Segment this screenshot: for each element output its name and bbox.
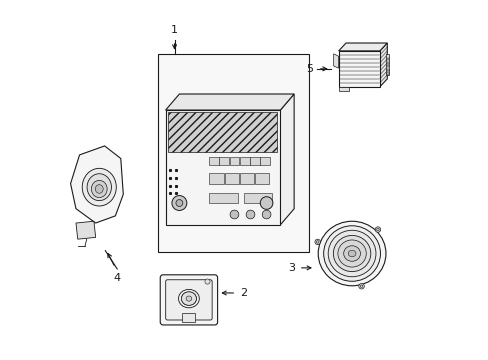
Bar [229, 157, 239, 165]
Circle shape [374, 227, 380, 232]
Ellipse shape [87, 174, 111, 201]
Circle shape [316, 240, 318, 243]
Circle shape [360, 285, 362, 288]
Polygon shape [338, 43, 386, 51]
Ellipse shape [333, 235, 370, 271]
Bar [260, 157, 269, 165]
Bar [250, 157, 260, 165]
Bar [386, 58, 388, 60]
Circle shape [245, 210, 254, 219]
Polygon shape [165, 94, 293, 110]
Ellipse shape [347, 250, 355, 257]
Bar [165, 110, 280, 225]
Bar [386, 72, 388, 75]
Circle shape [314, 239, 320, 245]
Bar [240, 157, 249, 165]
Text: 2: 2 [240, 288, 247, 298]
Bar [386, 65, 388, 67]
Ellipse shape [186, 296, 191, 301]
Bar [385, 54, 388, 75]
Bar [239, 173, 254, 184]
Ellipse shape [337, 240, 366, 267]
Bar [386, 69, 388, 71]
Bar [209, 193, 238, 203]
Text: 4: 4 [113, 273, 121, 283]
Circle shape [358, 284, 364, 289]
Polygon shape [379, 43, 386, 87]
Circle shape [204, 279, 210, 284]
Circle shape [262, 210, 270, 219]
Bar [168, 112, 277, 152]
Bar [338, 51, 379, 87]
Bar [255, 173, 269, 184]
Polygon shape [333, 54, 338, 68]
FancyBboxPatch shape [160, 275, 217, 325]
Bar [209, 173, 223, 184]
Bar [243, 193, 272, 203]
Text: 1: 1 [171, 25, 178, 35]
Polygon shape [76, 221, 96, 239]
Circle shape [230, 210, 238, 219]
Ellipse shape [327, 230, 375, 277]
Polygon shape [70, 146, 123, 223]
Bar [209, 157, 219, 165]
Ellipse shape [95, 185, 103, 193]
Ellipse shape [343, 246, 360, 261]
Ellipse shape [318, 221, 385, 286]
Circle shape [172, 195, 186, 211]
Ellipse shape [181, 292, 196, 305]
Polygon shape [338, 87, 348, 91]
FancyBboxPatch shape [165, 280, 212, 320]
Text: 3: 3 [287, 263, 295, 273]
Circle shape [176, 199, 183, 207]
Polygon shape [280, 94, 293, 225]
Ellipse shape [91, 180, 107, 198]
Bar [158, 54, 308, 252]
Bar [182, 313, 195, 322]
Ellipse shape [82, 168, 116, 206]
Bar [386, 62, 388, 64]
Text: 5: 5 [305, 64, 312, 74]
Circle shape [260, 197, 272, 209]
Ellipse shape [323, 226, 380, 281]
Bar [224, 173, 238, 184]
Bar [219, 157, 229, 165]
Circle shape [376, 228, 379, 231]
